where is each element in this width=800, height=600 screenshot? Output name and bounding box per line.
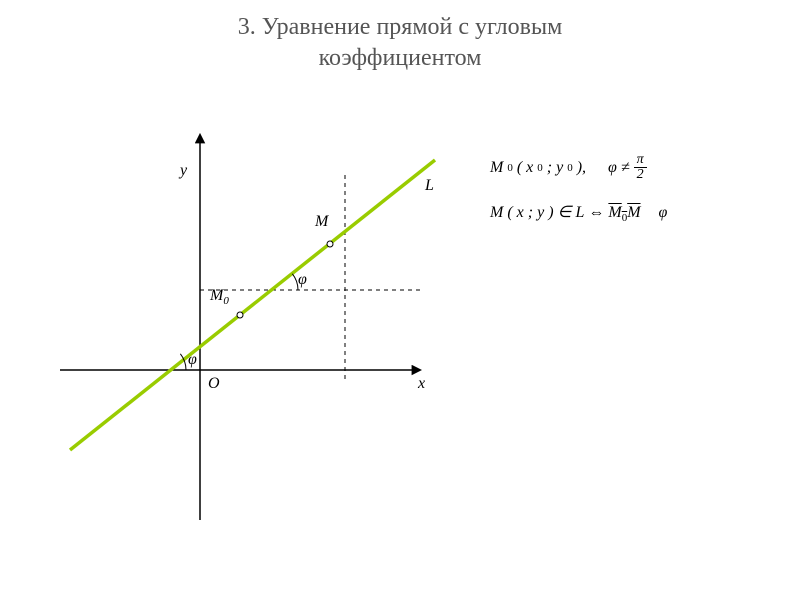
m-open: ( (507, 195, 512, 230)
pi-over-2: π 2 (634, 153, 647, 182)
mx: x (517, 195, 524, 230)
svg-text:L: L (424, 177, 434, 194)
diagram: xyOLMM0φφ (40, 120, 480, 540)
math-formulas: M0 (x0; y0), φ ≠ π 2 M (x; y) ∈ L ⇔ M0M … (490, 150, 770, 241)
vector-m0m: M0M (608, 195, 640, 230)
svg-text:x: x (417, 375, 425, 392)
my: y (537, 195, 544, 230)
pi-den: 2 (634, 168, 647, 182)
phi-ne: φ ≠ (608, 150, 630, 185)
math-line-2: M (x; y) ∈ L ⇔ M0M φ (490, 195, 770, 230)
x0: x (526, 150, 533, 185)
svg-text:M: M (314, 213, 330, 230)
svg-text:O: O (208, 375, 220, 392)
page-title: 3. Уравнение прямой с угловым коэффициен… (0, 0, 800, 74)
svg-text:φ: φ (298, 271, 307, 288)
title-line-2: коэффициентом (0, 43, 800, 74)
svg-text:y: y (178, 162, 188, 179)
paren-close: ), (577, 150, 586, 185)
math-line-1: M0 (x0; y0), φ ≠ π 2 (490, 150, 770, 185)
sep1: ; (547, 150, 552, 185)
tail-phi: φ (659, 195, 668, 230)
title-line-1: 3. Уравнение прямой с угловым (0, 12, 800, 43)
svg-text:φ: φ (188, 351, 197, 368)
m-sep: ; (528, 195, 533, 230)
pi-num: π (634, 153, 647, 168)
m0-symbol: M (490, 150, 503, 185)
in-symbol: ∈ (558, 195, 572, 230)
y0: y (556, 150, 563, 185)
diagram-svg: xyOLMM0φφ (40, 120, 480, 540)
iff-symbol: ⇔ (588, 195, 604, 230)
m0-sub: 0 (507, 156, 513, 180)
x0-sub: 0 (537, 156, 543, 180)
m-close: ) (548, 195, 553, 230)
m-symbol: M (490, 195, 503, 230)
L-symbol: L (575, 195, 584, 230)
y0-sub: 0 (567, 156, 573, 180)
paren-open: ( (517, 150, 522, 185)
